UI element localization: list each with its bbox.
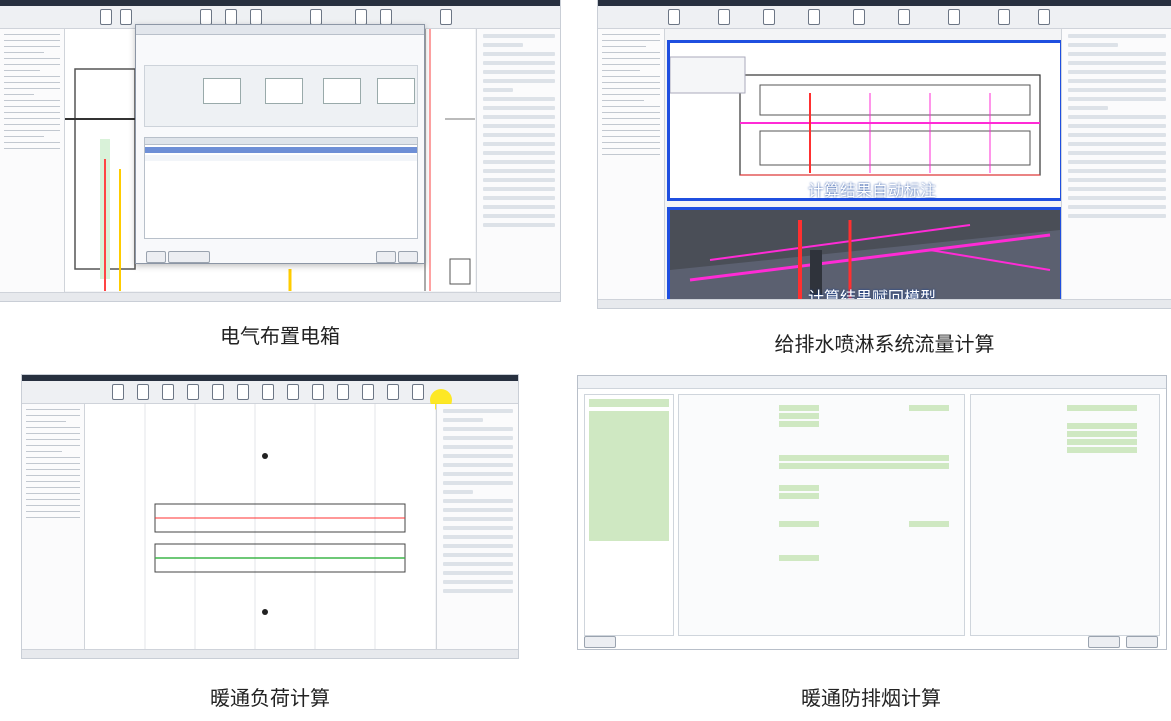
app-titlebar — [22, 375, 518, 381]
tool-icon[interactable] — [440, 9, 452, 25]
tool-icon[interactable] — [250, 9, 262, 25]
ribbon-toolbar — [22, 381, 518, 404]
cancel-button[interactable] — [1126, 636, 1158, 648]
tool-icon[interactable] — [898, 9, 910, 25]
tool-icon[interactable] — [262, 384, 274, 400]
tool-icon[interactable] — [948, 9, 960, 25]
tool-icon[interactable] — [100, 9, 112, 25]
screenshot-sprinkler: 计算结果自动标注 计算结果赋回模型 — [598, 0, 1171, 308]
tool-icon[interactable] — [287, 384, 299, 400]
tool-icon[interactable] — [853, 9, 865, 25]
tool-icon[interactable] — [187, 384, 199, 400]
plan-view[interactable] — [85, 404, 435, 650]
tool-icon[interactable] — [362, 384, 374, 400]
project-tree[interactable] — [0, 29, 65, 293]
standard-tree-panel[interactable] — [584, 394, 674, 636]
box-preview-area — [144, 65, 418, 127]
tool-icon[interactable] — [337, 384, 349, 400]
result-panel[interactable] — [970, 394, 1160, 636]
zone-parameter-form[interactable] — [678, 394, 965, 636]
tool-icon[interactable] — [312, 384, 324, 400]
property-panel[interactable] — [476, 29, 560, 293]
ok-button[interactable] — [1088, 636, 1120, 648]
window-titlebar — [578, 376, 1166, 389]
app-titlebar — [598, 0, 1171, 6]
distribution-box-dialog[interactable] — [135, 24, 425, 264]
screenshot-hvac-load — [22, 375, 518, 658]
project-tree[interactable] — [22, 404, 85, 650]
tool-icon[interactable] — [387, 384, 399, 400]
property-panel[interactable] — [1061, 29, 1171, 300]
tool-icon[interactable] — [380, 9, 392, 25]
caption-electrical: 电气布置电箱 — [220, 324, 340, 348]
app-titlebar — [0, 0, 560, 6]
status-bar — [22, 649, 518, 658]
tool-icon[interactable] — [120, 9, 132, 25]
tool-icon[interactable] — [237, 384, 249, 400]
caption-hvac-load: 暖通负荷计算 — [210, 686, 330, 710]
sprinkler-plan — [669, 56, 1041, 176]
tool-icon[interactable] — [200, 9, 212, 25]
hvac-floorplan — [144, 404, 406, 650]
caption-sprinkler: 给排水喷淋系统流量计算 — [774, 332, 995, 356]
floorplan-drawing — [65, 29, 475, 291]
tool-icon[interactable] — [212, 384, 224, 400]
cancel-button[interactable] — [398, 251, 418, 263]
tool-icon[interactable] — [112, 384, 124, 400]
screenshot-electrical — [0, 0, 560, 301]
plan-view[interactable]: 计算结果自动标注 — [667, 40, 1063, 201]
sprinkler-3d-model — [670, 210, 1060, 305]
tool-icon[interactable] — [998, 9, 1010, 25]
annotation-label-top: 计算结果自动标注 — [808, 181, 937, 200]
caption-smoke-exhaust: 暖通防排烟计算 — [801, 686, 941, 710]
ok-button[interactable] — [376, 251, 396, 263]
tool-icon[interactable] — [668, 9, 680, 25]
tool-icon[interactable] — [763, 9, 775, 25]
dialog-titlebar — [136, 25, 424, 35]
tool-icon[interactable] — [137, 384, 149, 400]
calculate-button[interactable] — [584, 636, 616, 648]
tool-icon[interactable] — [412, 384, 424, 400]
tool-icon[interactable] — [718, 9, 730, 25]
circuit-table[interactable] — [144, 137, 418, 239]
3d-view[interactable]: 计算结果赋回模型 — [667, 207, 1063, 308]
tool-icon[interactable] — [355, 9, 367, 25]
tool-icon[interactable] — [162, 384, 174, 400]
tool-icon[interactable] — [808, 9, 820, 25]
tool-icon[interactable] — [310, 9, 322, 25]
dialog-button[interactable] — [146, 251, 166, 263]
tool-icon[interactable] — [225, 9, 237, 25]
status-bar — [598, 299, 1171, 308]
property-panel[interactable] — [436, 404, 518, 650]
dialog-button[interactable] — [168, 251, 210, 263]
project-tree[interactable] — [598, 29, 665, 300]
drawing-canvas[interactable] — [65, 24, 475, 291]
screenshot-smoke-exhaust — [577, 375, 1167, 650]
tool-icon[interactable] — [1038, 9, 1050, 25]
ribbon-toolbar — [598, 6, 1171, 29]
status-bar — [0, 292, 560, 301]
